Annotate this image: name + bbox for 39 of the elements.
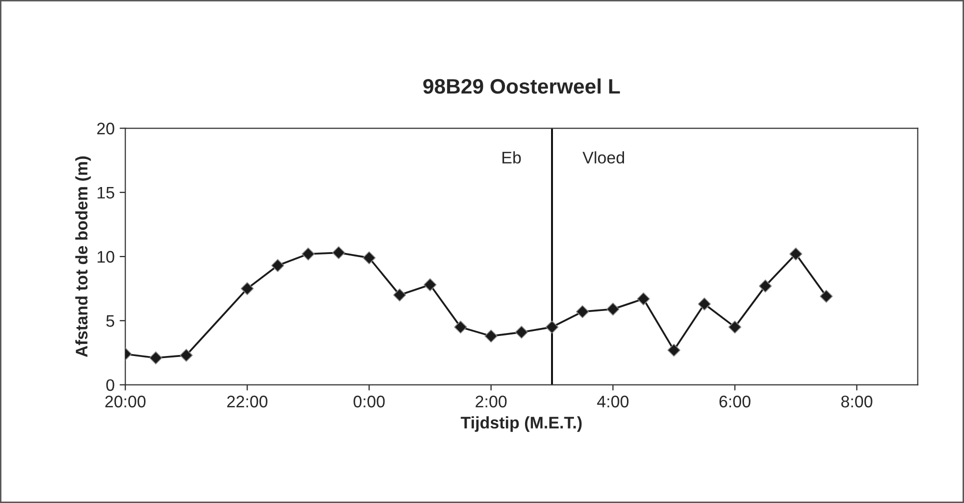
- point: [362, 251, 376, 264]
- point: [484, 330, 498, 343]
- x-tick-label: 4:00: [597, 396, 629, 408]
- y-tick-label: 5: [106, 315, 114, 327]
- point: [667, 344, 680, 357]
- point: [180, 348, 193, 362]
- y-axis-title: Afstand tot de bodem (m): [75, 156, 91, 358]
- x-tick-label: 6:00: [719, 396, 750, 408]
- point: [576, 305, 589, 318]
- point: [515, 326, 528, 339]
- y-tick-label: 0: [106, 379, 114, 391]
- point: [728, 320, 742, 334]
- chart-title: 98B29 Oosterweel L: [423, 78, 620, 94]
- annotation: Eb: [502, 151, 521, 164]
- y-tick-label: 10: [98, 250, 114, 263]
- annotation: Vloed: [582, 151, 624, 164]
- point: [820, 290, 833, 303]
- point: [789, 247, 802, 260]
- x-tick-label: 22:00: [227, 396, 268, 408]
- point: [302, 247, 315, 260]
- point: [424, 278, 437, 292]
- point: [698, 298, 711, 310]
- x-tick-label: 20:00: [105, 396, 146, 408]
- point: [758, 280, 772, 293]
- x-tick-label: 2:00: [476, 396, 507, 408]
- x-tick-label: 0:00: [354, 396, 385, 408]
- point: [454, 320, 468, 334]
- point: [636, 292, 650, 306]
- y-tick-label: 20: [97, 122, 114, 134]
- point: [271, 259, 284, 272]
- point: [240, 282, 254, 296]
- point: [393, 288, 406, 302]
- point: [546, 320, 558, 334]
- x-axis-title: Tijdstip (M.E.T.): [460, 416, 582, 432]
- y-tick-label: 15: [98, 186, 114, 199]
- x-tick-label: 8:00: [841, 396, 872, 408]
- point: [332, 246, 346, 260]
- point: [606, 302, 620, 316]
- point: [149, 351, 162, 364]
